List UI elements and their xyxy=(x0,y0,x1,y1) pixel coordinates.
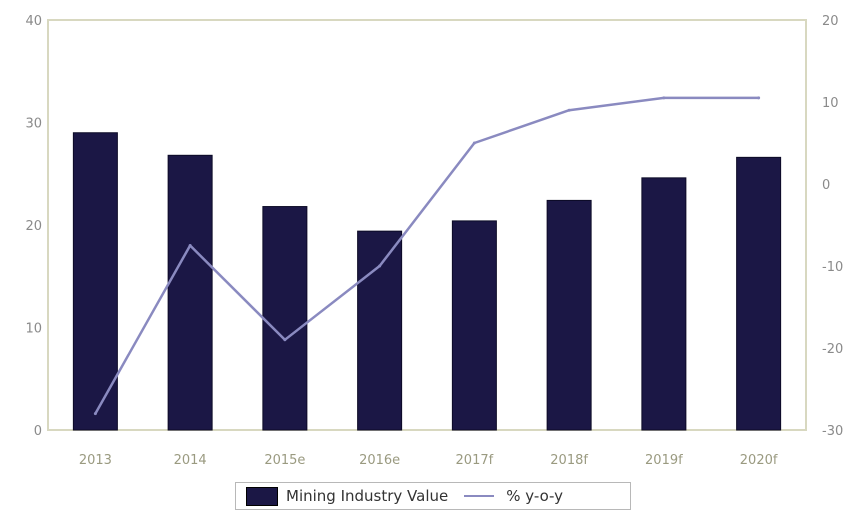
y2-tick-label: -10 xyxy=(822,260,843,275)
x-tick-label: 2017f xyxy=(456,453,494,468)
yoy-point-2016e xyxy=(378,264,382,268)
yoy-point-2013 xyxy=(93,412,97,416)
legend-label-line: % y-o-y xyxy=(506,487,564,505)
x-tick-label: 2015e xyxy=(264,453,305,468)
bar-2016e xyxy=(357,230,403,431)
yoy-point-2020f xyxy=(757,96,761,100)
yoy-point-2017f xyxy=(472,141,476,145)
x-tick-label: 2014 xyxy=(174,453,207,468)
legend-swatch-bar xyxy=(246,486,278,506)
x-tick-label: 2018f xyxy=(550,453,588,468)
yoy-point-2018f xyxy=(567,108,571,112)
y-axis-left: 0 10 20 30 40 xyxy=(25,14,42,439)
line-series xyxy=(93,96,761,416)
y-tick-label: 10 xyxy=(25,322,42,337)
yoy-point-2015e xyxy=(283,338,287,342)
y2-tick-label: -20 xyxy=(822,342,843,357)
y-tick-label: 20 xyxy=(25,219,42,234)
y-tick-label: 40 xyxy=(25,14,42,29)
yoy-point-2014 xyxy=(188,244,192,247)
x-tick-label: 2016e xyxy=(359,453,400,468)
bar-series xyxy=(72,132,782,431)
bar-2013 xyxy=(72,132,118,431)
y2-tick-label: 0 xyxy=(822,178,830,193)
y-tick-label: 30 xyxy=(25,117,42,132)
x-tick-label: 2020f xyxy=(740,453,778,468)
y-tick-label: 0 xyxy=(34,424,42,439)
y-axis-right: -30 -20 -10 0 10 20 xyxy=(822,14,843,439)
y2-tick-label: 20 xyxy=(822,14,839,29)
legend-swatch-line xyxy=(464,495,495,497)
bar-2019f xyxy=(641,177,687,431)
y2-tick-label: 10 xyxy=(822,96,839,111)
bar-2018f xyxy=(546,199,592,431)
y2-tick-label: -30 xyxy=(822,424,843,439)
x-tick-label: 2019f xyxy=(645,453,683,468)
bar-2014 xyxy=(167,154,213,431)
yoy-point-2019f xyxy=(662,96,666,100)
plot-area xyxy=(47,19,807,431)
legend-label-bar: Mining Industry Value xyxy=(286,487,449,505)
legend: Mining Industry Value % y-o-y xyxy=(235,482,631,510)
bar-2017f xyxy=(451,220,497,431)
x-tick-label: 2013 xyxy=(79,453,112,468)
yoy-line xyxy=(94,96,759,415)
bar-2015e xyxy=(262,206,308,431)
x-axis: 2013 2014 2015e 2016e 2017f 2018f 2019f 2020f xyxy=(79,453,778,468)
bar-2020f xyxy=(736,156,782,431)
plot-frame xyxy=(47,19,807,431)
